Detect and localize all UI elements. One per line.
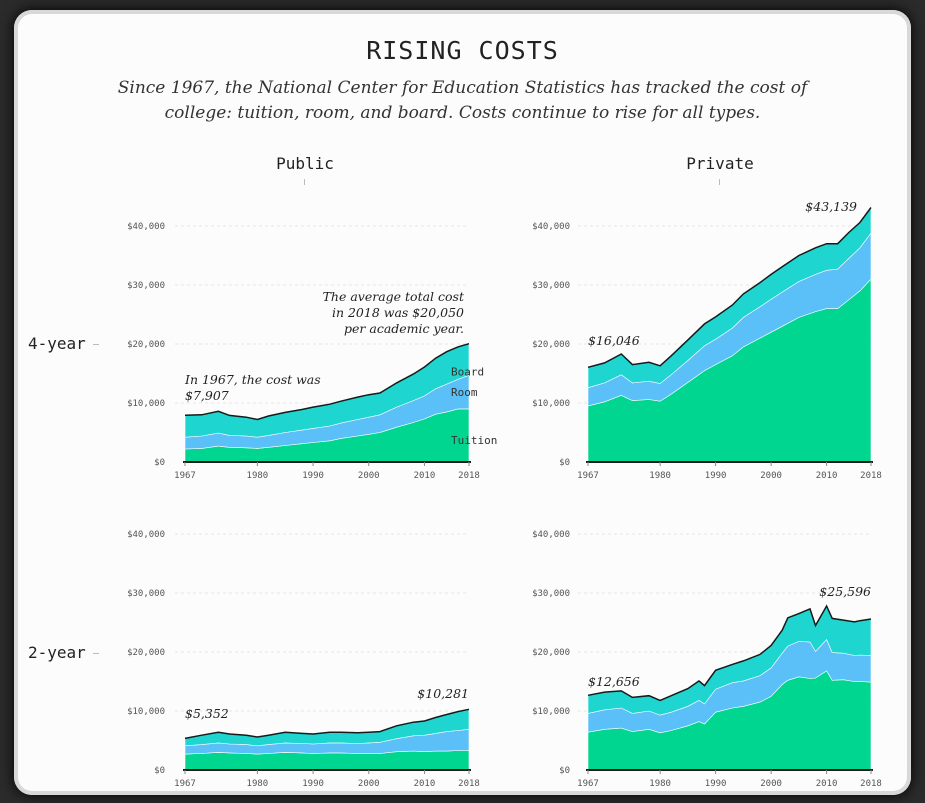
total-outline bbox=[587, 207, 872, 369]
annotation-text: $16,046 bbox=[588, 333, 640, 348]
series-label-room: Room bbox=[451, 386, 478, 399]
total-outline bbox=[184, 708, 470, 740]
chart-title: RISING COSTS bbox=[366, 36, 559, 65]
row-header-4-year: 4-year bbox=[28, 334, 99, 353]
x-tick-label: 1980 bbox=[247, 471, 269, 481]
y-tick-label: $30,000 bbox=[127, 281, 165, 291]
annotation-text: $43,139 bbox=[805, 199, 857, 214]
x-tick-label: 1990 bbox=[302, 779, 324, 789]
y-tick-label: $20,000 bbox=[532, 648, 570, 658]
y-tick-label: $10,000 bbox=[532, 399, 570, 409]
x-tick-label: 2010 bbox=[414, 779, 436, 789]
x-tick-label: 1967 bbox=[577, 471, 599, 481]
y-tick-label: $0 bbox=[559, 766, 570, 776]
x-tick-label: 2018 bbox=[860, 471, 882, 481]
x-tick-label: 2000 bbox=[358, 779, 380, 789]
annotation-text: in 2018 was $20,050 bbox=[332, 305, 464, 320]
annotation-text: $10,281 bbox=[417, 686, 469, 701]
x-tick-label: 1980 bbox=[649, 471, 671, 481]
x-tick-label: 1980 bbox=[247, 779, 269, 789]
annotation-text: The average total cost bbox=[323, 289, 465, 304]
y-tick-label: $10,000 bbox=[127, 707, 165, 717]
annotation-text: $25,596 bbox=[819, 584, 871, 599]
x-tick-label: 2010 bbox=[816, 471, 838, 481]
x-tick-label: 1990 bbox=[705, 471, 727, 481]
series-label-board: Board bbox=[451, 365, 484, 378]
x-tick-label: 2000 bbox=[760, 779, 782, 789]
y-tick-label: $0 bbox=[154, 458, 165, 468]
annotation-text: $5,352 bbox=[185, 706, 229, 721]
total-outline bbox=[184, 342, 470, 421]
column-header-private: Private bbox=[620, 154, 820, 185]
y-tick-label: $40,000 bbox=[127, 530, 165, 540]
annotation-text: per academic year. bbox=[344, 321, 464, 336]
annotation-text: In 1967, the cost was bbox=[184, 372, 321, 387]
y-tick-label: $0 bbox=[154, 766, 165, 776]
series-label-tuition: Tuition bbox=[451, 434, 497, 447]
y-tick-label: $30,000 bbox=[532, 281, 570, 291]
x-tick-label: 1967 bbox=[174, 471, 196, 481]
x-tick-label: 1967 bbox=[577, 779, 599, 789]
total-outline bbox=[587, 604, 872, 702]
y-tick-label: $30,000 bbox=[127, 589, 165, 599]
annotation-text: $12,656 bbox=[588, 674, 640, 689]
x-tick-label: 1967 bbox=[174, 779, 196, 789]
annotation-text: $7,907 bbox=[185, 388, 229, 403]
x-tick-label: 2000 bbox=[358, 471, 380, 481]
row-header-2-year: 2-year bbox=[28, 643, 99, 662]
x-tick-label: 1990 bbox=[705, 779, 727, 789]
y-tick-label: $20,000 bbox=[532, 340, 570, 350]
x-tick-label: 2018 bbox=[860, 779, 882, 789]
chart-subtitle: Since 1967, the National Center for Educ… bbox=[117, 78, 808, 123]
column-header-public: Public bbox=[205, 154, 405, 185]
y-tick-label: $10,000 bbox=[532, 707, 570, 717]
x-tick-label: 2010 bbox=[816, 779, 838, 789]
y-tick-label: $30,000 bbox=[532, 589, 570, 599]
y-tick-label: $20,000 bbox=[127, 340, 165, 350]
x-tick-label: 2010 bbox=[414, 471, 436, 481]
y-tick-label: $10,000 bbox=[127, 399, 165, 409]
y-tick-label: $0 bbox=[559, 458, 570, 468]
x-tick-label: 2018 bbox=[458, 471, 480, 481]
x-tick-label: 2000 bbox=[760, 471, 782, 481]
y-tick-label: $20,000 bbox=[127, 648, 165, 658]
x-tick-label: 1980 bbox=[649, 779, 671, 789]
x-tick-label: 2018 bbox=[458, 779, 480, 789]
y-tick-label: $40,000 bbox=[127, 222, 165, 232]
x-tick-label: 1990 bbox=[302, 471, 324, 481]
y-tick-label: $40,000 bbox=[532, 222, 570, 232]
y-tick-label: $40,000 bbox=[532, 530, 570, 540]
area-tuition bbox=[184, 750, 470, 771]
